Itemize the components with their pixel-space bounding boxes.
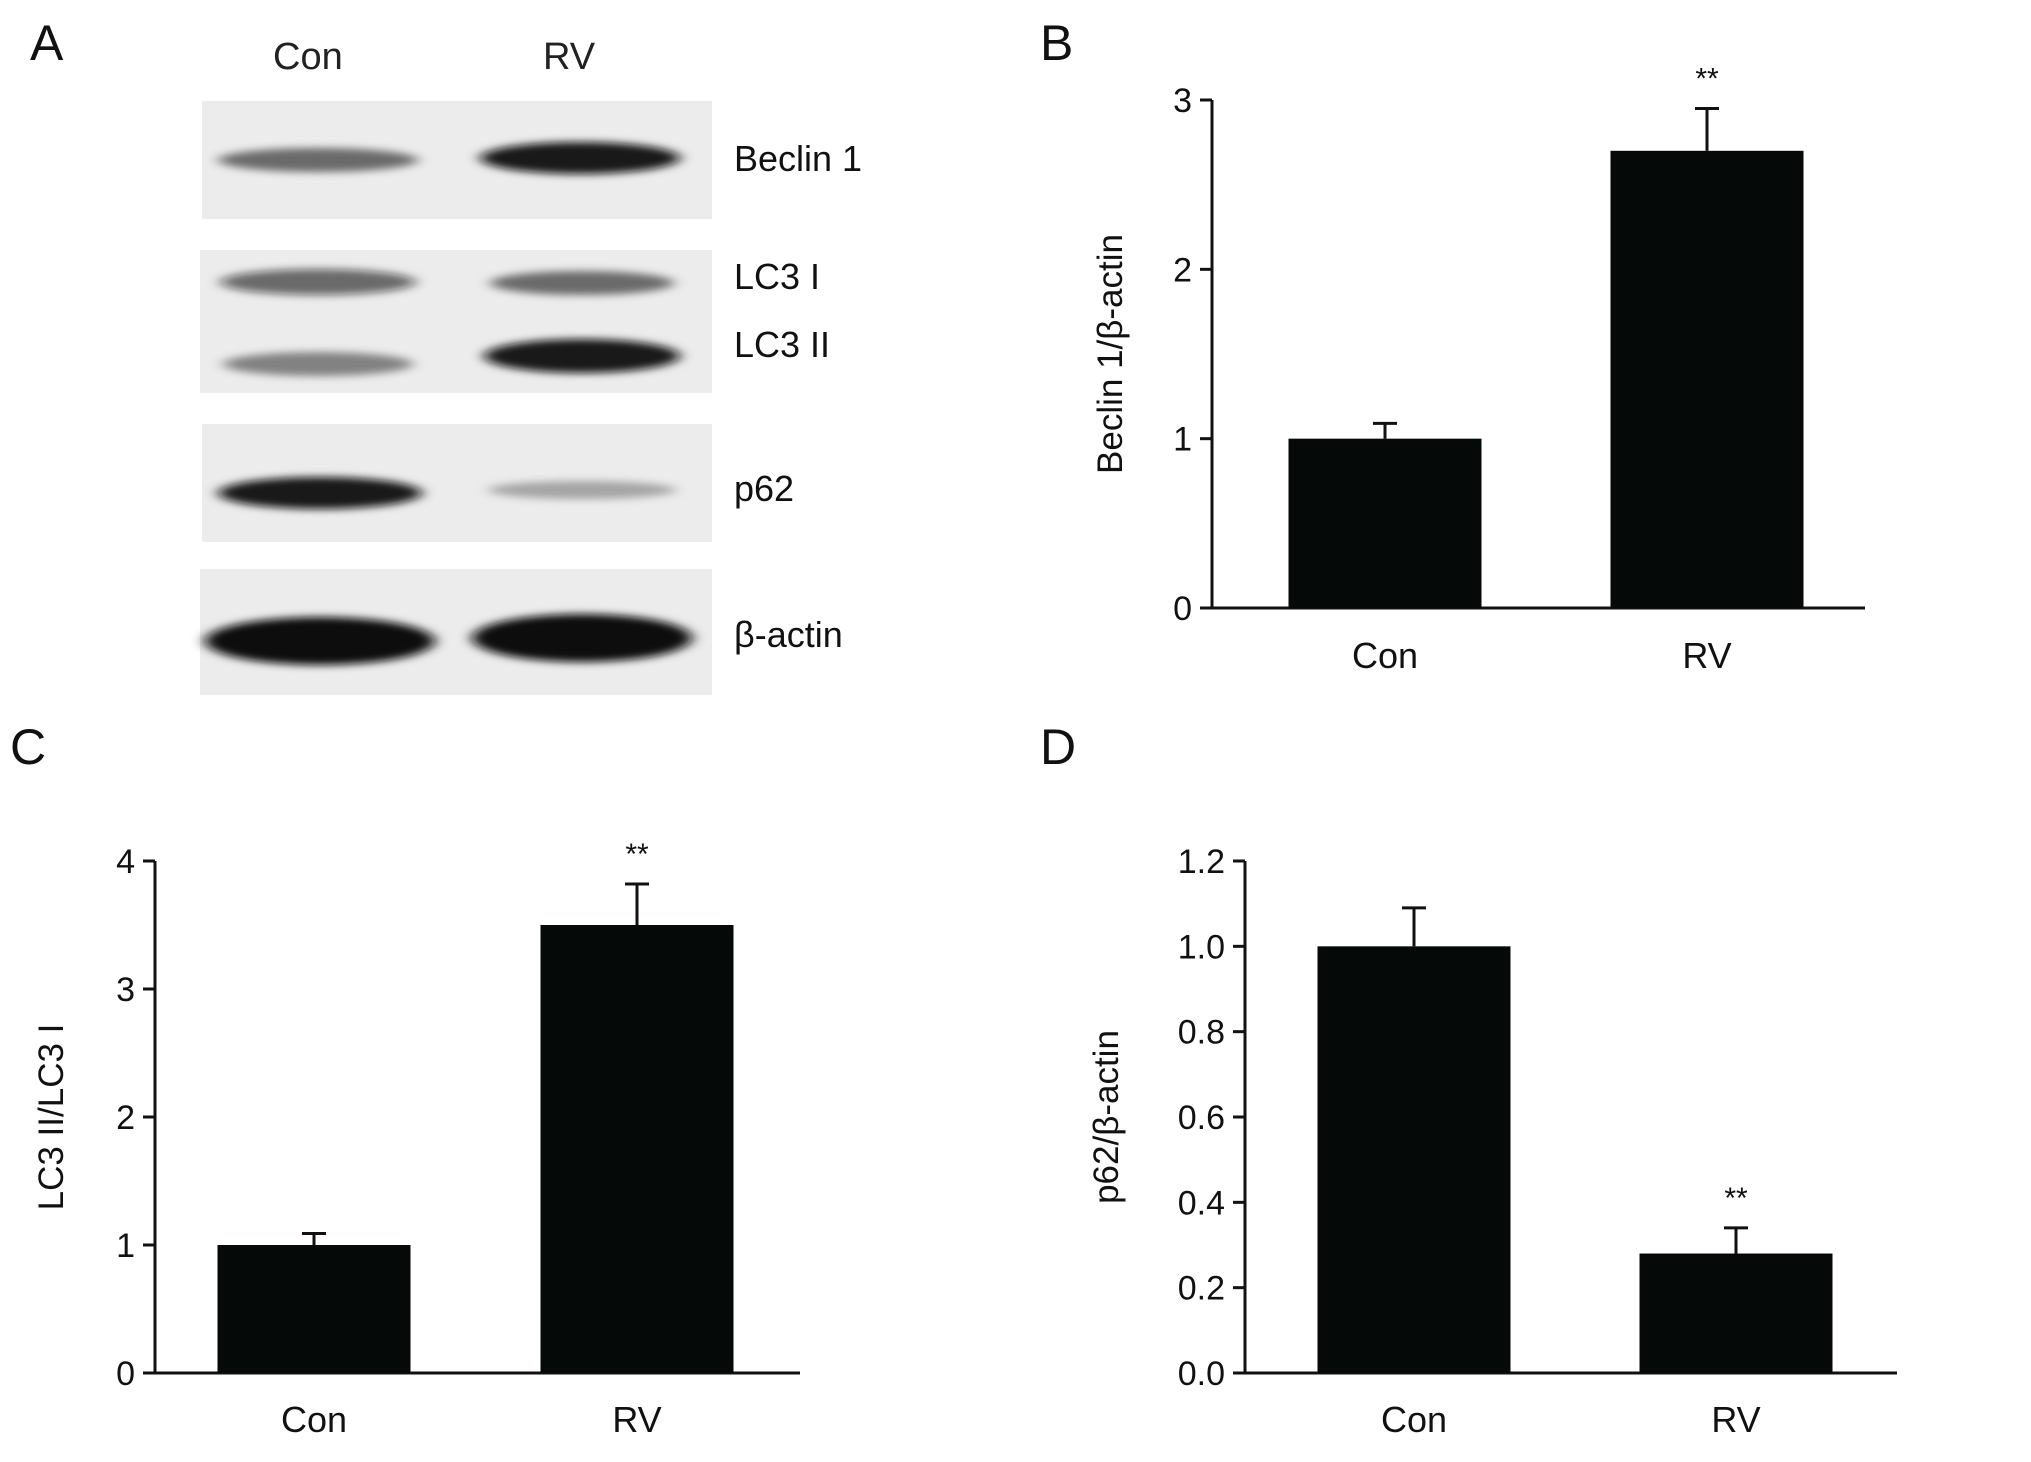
band-lc3ii-con bbox=[223, 352, 413, 376]
band-lc3ii-rv bbox=[484, 339, 680, 373]
beclin-significance-rv: ** bbox=[1695, 62, 1719, 95]
p62-significance-rv: ** bbox=[1724, 1182, 1748, 1215]
p62-ytick-label: 0.6 bbox=[1178, 1099, 1225, 1137]
panel-label-c: C bbox=[10, 719, 47, 775]
panel-label-a: A bbox=[30, 15, 64, 71]
lc3-bar-con bbox=[217, 1245, 411, 1373]
beclin-category-label-con: Con bbox=[1352, 635, 1418, 676]
lc3-y-axis-title: LC3 II/LC3 I bbox=[32, 1024, 71, 1211]
lc3-ytick-label: 1 bbox=[116, 1227, 135, 1265]
beclin-bar-rv bbox=[1610, 150, 1804, 609]
lc3-ytick-label: 4 bbox=[116, 843, 135, 881]
band-label-lc3i: LC3 I bbox=[734, 256, 821, 297]
p62-ytick-label: 1.0 bbox=[1178, 928, 1225, 966]
band-label-beclin: Beclin 1 bbox=[734, 138, 863, 179]
p62-ytick-label: 0.8 bbox=[1178, 1014, 1225, 1052]
lc3-ytick-label: 2 bbox=[116, 1099, 135, 1137]
lane-label-con: Con bbox=[273, 36, 343, 78]
beclin-ytick-label: 1 bbox=[1173, 421, 1192, 459]
band-actin-con bbox=[205, 617, 435, 665]
band-beclin-rv bbox=[480, 142, 680, 174]
band-p62-con bbox=[218, 477, 422, 509]
p62-ytick-label: 1.2 bbox=[1178, 843, 1225, 881]
lc3-significance-rv: ** bbox=[625, 838, 649, 871]
panel-label-b: B bbox=[1040, 15, 1074, 71]
panel-label-d: D bbox=[1040, 719, 1077, 775]
p62-category-label-con: Con bbox=[1381, 1399, 1447, 1440]
beclin-ytick-label: 3 bbox=[1173, 82, 1192, 120]
lane-label-rv: RV bbox=[543, 36, 596, 78]
lc3-category-label-con: Con bbox=[281, 1399, 347, 1440]
lc3-ytick-label: 3 bbox=[116, 971, 135, 1009]
beclin-bar-con bbox=[1288, 438, 1482, 608]
p62-category-label-rv: RV bbox=[1711, 1399, 1760, 1440]
band-lc3i-rv bbox=[490, 271, 674, 295]
p62-ytick-label: 0.0 bbox=[1178, 1355, 1225, 1393]
lc3-category-label-rv: RV bbox=[612, 1399, 661, 1440]
beclin-y-axis-title: Beclin 1/β-actin bbox=[1091, 234, 1130, 474]
lc3-bar-rv bbox=[540, 925, 734, 1373]
p62-ytick-label: 0.4 bbox=[1178, 1184, 1225, 1222]
band-label-p62: p62 bbox=[734, 468, 795, 509]
p62-y-axis-title: p62/β-actin bbox=[1087, 1030, 1126, 1204]
p62-bar-rv bbox=[1639, 1253, 1833, 1373]
band-actin-rv bbox=[472, 614, 692, 662]
p62-bar-con bbox=[1317, 946, 1511, 1373]
band-label-actin: β-actin bbox=[734, 614, 843, 655]
band-lc3i-con bbox=[220, 269, 416, 295]
band-beclin-con bbox=[218, 148, 418, 172]
p62-ytick-label: 0.2 bbox=[1178, 1270, 1225, 1308]
beclin-category-label-rv: RV bbox=[1682, 635, 1731, 676]
lc3-ytick-label: 0 bbox=[116, 1355, 135, 1393]
band-label-lc3ii: LC3 II bbox=[734, 324, 831, 365]
beclin-ytick-label: 2 bbox=[1173, 251, 1192, 289]
beclin-ytick-label: 0 bbox=[1173, 590, 1192, 628]
band-p62-rv bbox=[488, 481, 676, 499]
